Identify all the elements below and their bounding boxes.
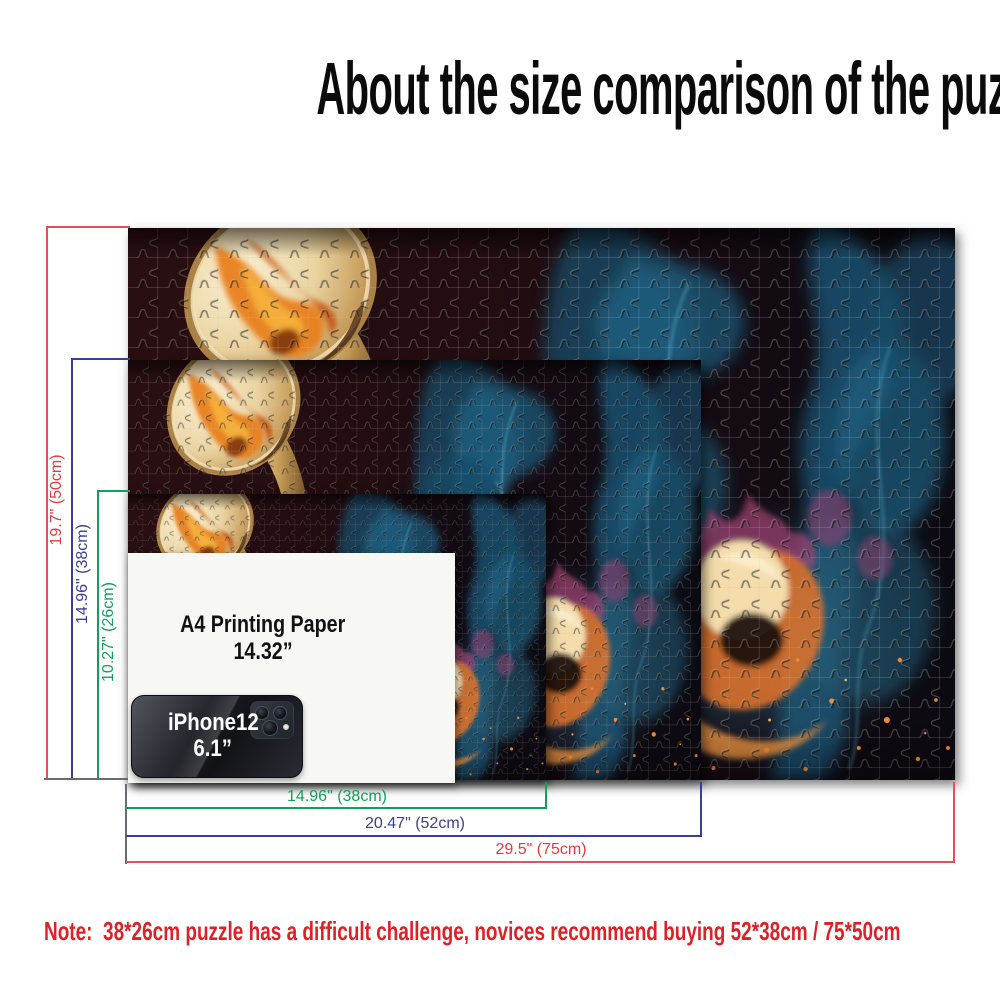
note-text: Note: 38*26cm puzzle has a difficult cha…: [44, 916, 901, 946]
dim-line-38cm-vertical: [71, 358, 73, 779]
dim-line-52cm-bottom: [126, 835, 702, 837]
dim-line-75cm-bottom: [126, 861, 955, 863]
camera-lens-icon: [262, 720, 278, 736]
dim-bracket-52cm: [700, 782, 702, 837]
dim-label-width-75cm: 29.5" (75cm): [495, 841, 587, 858]
dim-bracket-75cm: [953, 782, 955, 863]
a4-paper-line1: A4 Printing Paper: [180, 611, 346, 638]
page-title-text: About the size comparison of the puzzle: [316, 47, 1000, 130]
page-title: About the size comparison of the puzzle: [0, 46, 1000, 131]
camera-lens-icon: [255, 706, 269, 720]
iphone-line1: iPhone12: [167, 709, 259, 736]
dim-line-26cm-vertical: [97, 490, 99, 779]
a4-paper-line2: 14.32”: [233, 638, 293, 665]
dim-line-38cm-top: [71, 358, 130, 360]
dim-label-height-38cm: 14.96" (38cm): [74, 524, 91, 624]
iphone-line2: 6.1”: [193, 735, 233, 762]
dim-label-width-38cm: 14.96" (38cm): [287, 788, 387, 805]
dim-label-width-52cm: 20.47" (52cm): [365, 815, 465, 832]
iphone-label: iPhone12 6.1”: [138, 710, 288, 762]
dim-label-height-50cm: 19.7" (50cm): [48, 454, 65, 546]
iphone: iPhone12 6.1”: [131, 695, 303, 778]
camera-lens-icon: [273, 706, 287, 720]
dim-line-50cm-vertical: [46, 226, 48, 779]
dim-label-height-26cm: 10.27" (26cm): [100, 582, 117, 682]
dim-line-50cm-top: [46, 226, 130, 228]
dim-line-38cm-bottom: [126, 807, 547, 809]
dim-baseline-bottom: [125, 784, 127, 864]
phone-camera-module: [250, 701, 294, 739]
dim-baseline-left: [44, 778, 128, 780]
dim-line-26cm-top: [97, 490, 130, 492]
camera-flash-icon: [283, 724, 289, 730]
a4-paper-label: A4 Printing Paper 14.32”: [148, 611, 378, 665]
dim-bracket-38cm: [545, 782, 547, 809]
